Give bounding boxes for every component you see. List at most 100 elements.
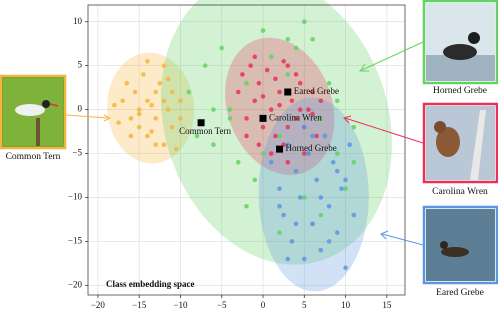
point [161, 142, 167, 148]
inset-caption: Eared Grebe [436, 288, 484, 298]
plot: −20 −15 −10 −5 0 5 10 15 −20 −15 −10 −5 0 5 10 Common T… [68, 0, 406, 310]
arrowhead [103, 114, 112, 122]
point [293, 168, 299, 174]
point [136, 124, 142, 130]
bird-head [42, 100, 50, 108]
y-tick-label: −10 [68, 192, 83, 202]
x-tick-label: −15 [132, 300, 147, 310]
center-label: Horned Grebe [286, 143, 337, 153]
point [335, 151, 340, 156]
x-tick-label: −5 [217, 300, 227, 310]
bird-head [440, 241, 448, 249]
bird [436, 127, 460, 157]
point [120, 98, 125, 104]
point [301, 256, 307, 262]
point [186, 89, 192, 95]
point [289, 98, 295, 104]
point [227, 116, 233, 121]
point [252, 54, 258, 60]
point [260, 94, 266, 99]
point [157, 80, 163, 86]
point [289, 239, 295, 244]
point [277, 102, 282, 108]
point [174, 146, 179, 152]
point [169, 89, 175, 95]
point [244, 133, 249, 139]
point [322, 133, 328, 139]
point [326, 80, 332, 86]
point [310, 89, 315, 95]
arrow [361, 41, 424, 71]
point [260, 28, 266, 33]
inset-caption: Carolina Wren [432, 187, 488, 197]
y-tick-label: 0 [78, 104, 83, 114]
point [285, 72, 291, 77]
x-tick-label: −20 [91, 300, 106, 310]
inset-caption: Horned Grebe [433, 86, 487, 96]
x-tick-label: 5 [302, 300, 307, 310]
point [310, 111, 315, 117]
point [285, 160, 291, 165]
inset-common-tern: Common Tern [0, 74, 67, 162]
center-label: Common Tern [179, 126, 231, 136]
class-center [284, 88, 292, 96]
class-center [197, 119, 205, 127]
point [277, 230, 282, 235]
point [178, 98, 183, 104]
center-label: Eared Grebe [294, 86, 339, 96]
point [169, 124, 175, 130]
arrowhead [359, 63, 369, 72]
point [145, 133, 150, 139]
point [240, 72, 245, 77]
point [153, 89, 158, 95]
point [306, 107, 311, 112]
point [252, 177, 258, 183]
point [335, 168, 340, 174]
post [36, 118, 40, 146]
point [165, 76, 171, 82]
point [301, 151, 307, 156]
x-tick-label: 15 [382, 300, 392, 310]
point [132, 89, 138, 95]
center-label: Carolina Wren [269, 112, 322, 122]
point [318, 98, 324, 104]
annotation: Class embedding space [106, 279, 195, 289]
point [335, 230, 340, 235]
point [252, 98, 258, 104]
point [145, 58, 150, 64]
point [343, 265, 348, 271]
point [136, 107, 142, 112]
point [161, 63, 167, 68]
point [310, 221, 315, 227]
point [285, 142, 291, 148]
class-center [259, 114, 267, 122]
point [256, 80, 262, 86]
point [244, 116, 249, 121]
point [141, 72, 146, 77]
point [248, 63, 253, 68]
inset-photo [426, 209, 495, 281]
arrow [65, 114, 109, 119]
point [124, 80, 130, 86]
bird [443, 44, 477, 60]
point [297, 195, 303, 200]
point [268, 160, 274, 165]
point [297, 80, 303, 86]
point [268, 54, 274, 60]
x-tick-label: 0 [261, 300, 266, 310]
point [244, 203, 249, 209]
point [194, 133, 200, 139]
point [219, 45, 225, 51]
bird-head [468, 32, 480, 44]
point [335, 98, 340, 104]
point [314, 177, 319, 183]
point [293, 45, 299, 51]
point [293, 116, 299, 121]
point [277, 186, 282, 191]
arrow [381, 233, 424, 246]
point [277, 203, 282, 209]
point [165, 107, 171, 112]
point [285, 256, 291, 262]
bird [15, 104, 45, 116]
